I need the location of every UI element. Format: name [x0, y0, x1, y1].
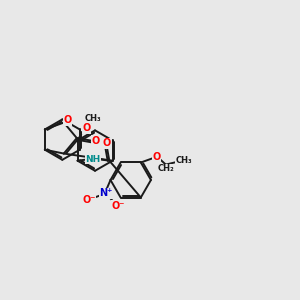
Text: CH₃: CH₃ [175, 156, 192, 165]
Text: CH₂: CH₂ [158, 164, 174, 173]
Text: NH: NH [85, 155, 100, 164]
Text: O⁻: O⁻ [112, 201, 125, 211]
Text: O: O [152, 152, 160, 161]
Text: O: O [64, 115, 72, 125]
Text: N⁺: N⁺ [99, 188, 113, 198]
Text: O⁻: O⁻ [82, 195, 95, 205]
Text: O: O [91, 136, 99, 146]
Text: CH₃: CH₃ [84, 114, 101, 123]
Text: O: O [103, 138, 111, 148]
Text: O: O [82, 123, 90, 133]
